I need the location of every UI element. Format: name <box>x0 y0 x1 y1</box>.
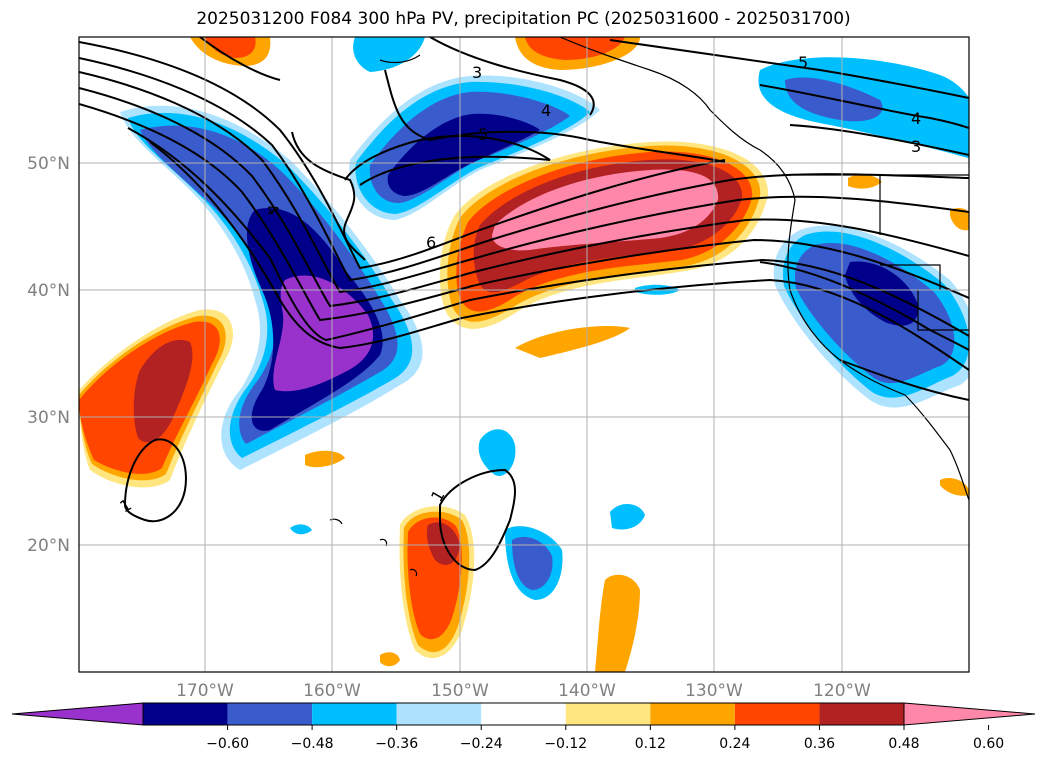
colorbar-segment <box>565 703 651 725</box>
pos-blob-small-5 <box>950 207 969 231</box>
colorbar-segment <box>819 703 904 725</box>
pos-blob-top-1-red <box>205 37 256 58</box>
pv-contour-gulf <box>344 135 551 186</box>
colorbar-tick-label: −0.24 <box>460 736 503 752</box>
lat-label-30n: 30°N <box>27 408 70 428</box>
neg-blob-us-navy <box>845 261 919 326</box>
pv-label-6: 6 <box>426 233 436 252</box>
neg-blob-small-3 <box>610 504 645 530</box>
lat-label-20n: 20°N <box>27 536 70 556</box>
precip-field <box>79 37 969 672</box>
colorbar-frame <box>142 702 905 726</box>
colorbar-tick-label: 0.36 <box>804 736 835 752</box>
pv-contour-4b <box>79 103 969 322</box>
pv-label-3-ne: 3 <box>911 137 921 156</box>
pv-label-4-gulf: 4 <box>541 101 551 120</box>
pv-contour-3a <box>127 127 969 342</box>
coastlines <box>329 37 969 577</box>
pv-contour-6 <box>79 41 726 270</box>
gridlines <box>79 37 969 672</box>
pv-contour-4a <box>79 87 969 308</box>
neg-blob-small-5 <box>290 524 312 535</box>
colorbar-segment <box>650 703 735 725</box>
pv-contour-3b <box>149 141 969 371</box>
pos-blob-top-2-red <box>525 37 625 60</box>
colorbar-segment <box>481 703 566 725</box>
pv-contour-1b <box>439 468 516 572</box>
map-title: 2025031200 F084 300 hPa PV, precipitatio… <box>196 9 851 29</box>
lat-label-40n: 40°N <box>27 281 70 301</box>
pv-label-5-gulf: 5 <box>478 125 488 144</box>
lon-labels: 170°W 160°W 150°W 140°W 130°W 120°W <box>176 681 871 701</box>
pv-contour-us-b <box>839 359 969 401</box>
pv-contour-ne-5 <box>609 39 969 99</box>
pv-contour-top-2 <box>384 69 726 163</box>
colorbar-segment <box>143 703 228 725</box>
pos-blob-south-orange <box>595 574 640 672</box>
lon-label-130w: 130°W <box>685 681 743 701</box>
pv-label-4-ne: 4 <box>911 109 921 128</box>
colorbar-extend-low <box>11 702 144 726</box>
pos-blob-small-1 <box>305 450 345 468</box>
colorbar-extend-high <box>903 702 1036 726</box>
pv-contour-top-1 <box>199 37 281 81</box>
colorbar-tick-label: 0.12 <box>635 736 666 752</box>
colorbar-tick-label: −0.36 <box>375 736 418 752</box>
lon-label-120w: 120°W <box>813 681 871 701</box>
colorbar-tick-label: 0.48 <box>888 736 919 752</box>
state-borders <box>879 175 969 331</box>
coastline-na-west <box>559 37 969 501</box>
pv-label-5-ne: 5 <box>798 53 808 72</box>
lat-label-50n: 50°N <box>27 154 70 174</box>
colorbar-tick-label: 0.24 <box>719 736 750 752</box>
pos-blob-mid <box>515 326 630 358</box>
colorbar: −0.60 −0.48 −0.36 −0.24 −0.12 0.12 0.24 0.36 0.4… <box>11 702 1036 752</box>
pv-contour-us-a <box>759 261 969 351</box>
neg-band-west-purple <box>273 275 374 392</box>
colorbar-segment <box>734 703 820 725</box>
pos-band-pink <box>492 169 719 251</box>
pv-contour-ne-3 <box>789 124 969 156</box>
pv-contour-ne-4 <box>759 84 969 129</box>
colorbar-segment <box>227 703 313 725</box>
pv-label-3-top: 3 <box>472 63 482 82</box>
colorbar-tick-label: −0.48 <box>291 736 334 752</box>
pos-blob-small-3 <box>940 478 969 496</box>
lon-label-140w: 140°W <box>558 681 616 701</box>
colorbar-segment <box>312 703 397 725</box>
colorbar-tick-label: 0.60 <box>973 736 1004 752</box>
pos-blob-small-2 <box>380 652 400 667</box>
pv-contour-5a <box>79 57 969 282</box>
colorbar-tick-label: −0.12 <box>544 736 587 752</box>
neg-blob-gulf-navy <box>387 113 540 196</box>
lat-labels: 50°N 40°N 30°N 20°N <box>27 154 70 556</box>
lon-label-170w: 170°W <box>176 681 234 701</box>
neg-blob-small-2-blue <box>512 536 553 590</box>
colorbar-segment <box>396 703 482 725</box>
neg-blob-top <box>353 37 425 72</box>
lon-label-160w: 160°W <box>303 681 361 701</box>
map-frame <box>78 36 970 673</box>
pv-contour-ring <box>291 131 366 261</box>
coastline-islands <box>329 54 421 577</box>
pos-blob-small-4 <box>848 174 882 189</box>
neg-blob-small-1 <box>478 429 516 476</box>
pv-contours <box>79 37 969 572</box>
pv-contour-5b <box>79 71 969 294</box>
pv-contour-1a <box>123 438 187 523</box>
colorbar-tick-label: −0.60 <box>206 736 249 752</box>
pv-label-1-hawaii: 1 <box>427 487 449 505</box>
lon-label-150w: 150°W <box>431 681 489 701</box>
pv-contour-top-3 <box>429 37 595 116</box>
